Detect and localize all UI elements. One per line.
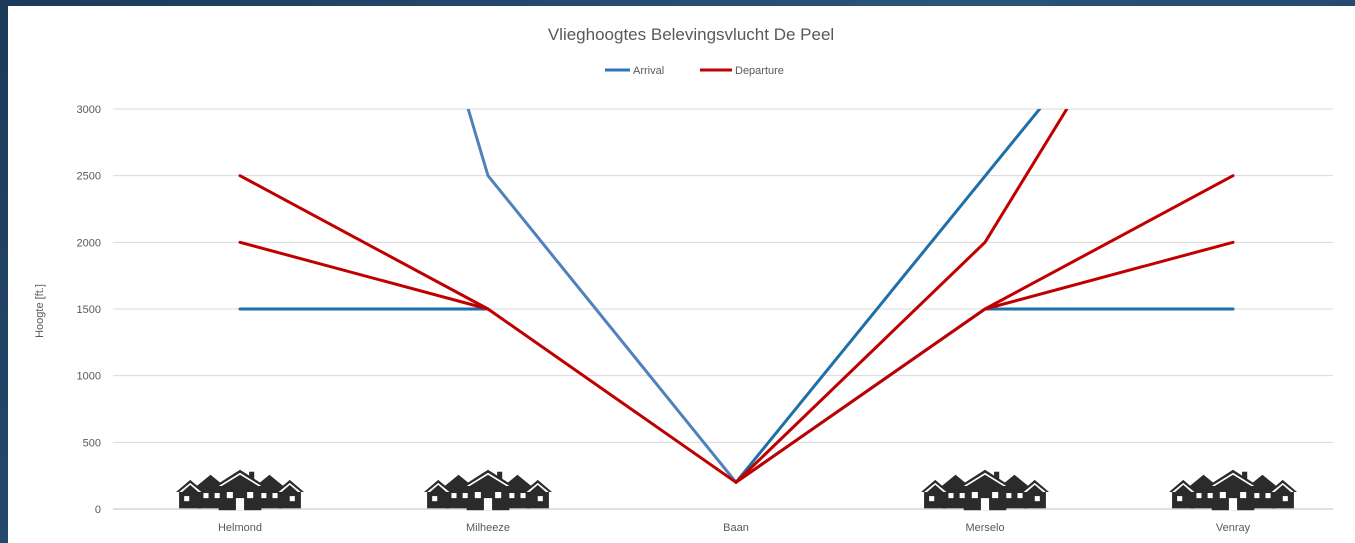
series-line-arrival-0 <box>466 109 738 484</box>
series-line-departure-4 <box>238 174 738 484</box>
y-tick-label: 2500 <box>77 171 101 183</box>
chart-title: Vlieghoogtes Belevingsvlucht De Peel <box>548 25 834 44</box>
x-tick-label: Helmond <box>218 522 262 534</box>
x-tick-label: Merselo <box>965 522 1004 534</box>
house-icon <box>176 469 304 511</box>
series-lines <box>238 109 1235 484</box>
house-icons <box>176 469 1297 511</box>
chart-frame: Vlieghoogtes Belevingsvlucht De Peel Arr… <box>8 6 1355 543</box>
series-line-arrival-3 <box>734 307 1235 484</box>
legend: Arrival Departure <box>605 65 784 77</box>
series-line-departure-5 <box>238 240 490 311</box>
y-tick-label: 1500 <box>77 304 101 316</box>
series-line-arrival-2 <box>734 109 1042 484</box>
x-tick-label: Baan <box>723 522 749 534</box>
house-icon <box>1169 469 1297 511</box>
y-axis-label: Hoogte [ft.] <box>34 284 46 338</box>
series-line-departure-8 <box>983 240 1235 311</box>
x-tick-label: Venray <box>1216 522 1251 534</box>
legend-departure-label: Departure <box>735 65 784 77</box>
y-tick-labels: 0 500 1000 1500 2000 2500 3000 <box>77 104 101 516</box>
y-tick-label: 500 <box>83 437 101 449</box>
series-line-departure-6 <box>734 109 1069 484</box>
legend-arrival-label: Arrival <box>633 65 664 77</box>
y-tick-label: 2000 <box>77 237 101 249</box>
line-chart: Vlieghoogtes Belevingsvlucht De Peel Arr… <box>34 25 1333 534</box>
x-tick-labels: Helmond Milheeze Baan Merselo Venray <box>218 522 1251 534</box>
y-tick-label: 1000 <box>77 371 101 383</box>
y-tick-label: 0 <box>95 504 101 516</box>
series-line-departure-7 <box>734 174 1235 484</box>
y-tick-label: 3000 <box>77 104 101 116</box>
house-icon <box>424 469 552 511</box>
house-icon <box>921 469 1049 511</box>
x-tick-label: Milheeze <box>466 522 510 534</box>
